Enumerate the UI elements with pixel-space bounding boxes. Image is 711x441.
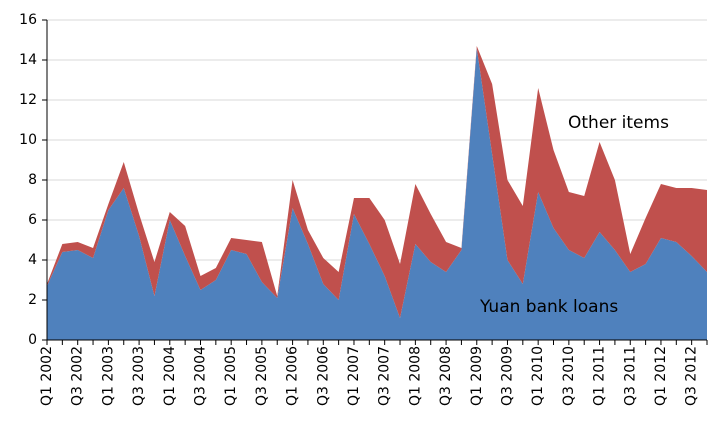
x-tick-label: Q1 2002 xyxy=(39,346,55,406)
area xyxy=(47,46,707,318)
x-tick-label: Q3 2012 xyxy=(684,346,700,406)
x-tick-label: Q1 2010 xyxy=(530,346,546,406)
x-tick-label: Q1 2003 xyxy=(100,346,116,406)
series-label: Other items xyxy=(568,113,669,133)
y-tick-label: 8 xyxy=(28,172,37,188)
y-tick-label: 0 xyxy=(28,332,37,348)
y-tick-label: 12 xyxy=(19,92,37,108)
x-tick-label: Q1 2009 xyxy=(469,346,485,406)
x-tick-label: Q1 2012 xyxy=(653,346,669,406)
x-tick-label: Q1 2011 xyxy=(592,346,608,406)
x-tick-label: Q3 2010 xyxy=(561,346,577,406)
area xyxy=(47,48,707,340)
y-tick-label: 4 xyxy=(28,252,37,268)
series-label: Yuan bank loans xyxy=(479,297,618,317)
x-tick-label: Q3 2007 xyxy=(377,346,393,406)
y-tick-label: 14 xyxy=(19,52,37,68)
x-tick-label: Q3 2009 xyxy=(499,346,515,406)
y-tick-label: 6 xyxy=(28,212,37,228)
x-tick-label: Q1 2004 xyxy=(162,346,178,406)
x-tick-label: Q3 2005 xyxy=(254,346,270,406)
x-tick-label: Q1 2008 xyxy=(407,346,423,406)
x-tick-label: Q3 2003 xyxy=(131,346,147,406)
x-tick-label: Q1 2007 xyxy=(346,346,362,406)
axes: 0 2 4 6 8 10 12 14 16 Q1 2002 Q3 2002 Q1 2003 Q3 200… xyxy=(19,12,708,406)
x-tick-label: Q3 2006 xyxy=(315,346,331,406)
x-tick-label: Q3 2002 xyxy=(70,346,86,406)
y-tick-label: 16 xyxy=(19,12,37,28)
x-tick-label: Q1 2006 xyxy=(285,346,301,406)
y-tick-label: 2 xyxy=(28,292,37,308)
x-tick-label: Q3 2011 xyxy=(622,346,638,406)
x-tick-label: Q3 2004 xyxy=(192,346,208,406)
areas xyxy=(47,46,707,340)
x-tick-label: Q1 2005 xyxy=(223,346,239,406)
y-tick-label: 10 xyxy=(19,132,37,148)
x-tick-label: Q3 2008 xyxy=(438,346,454,406)
